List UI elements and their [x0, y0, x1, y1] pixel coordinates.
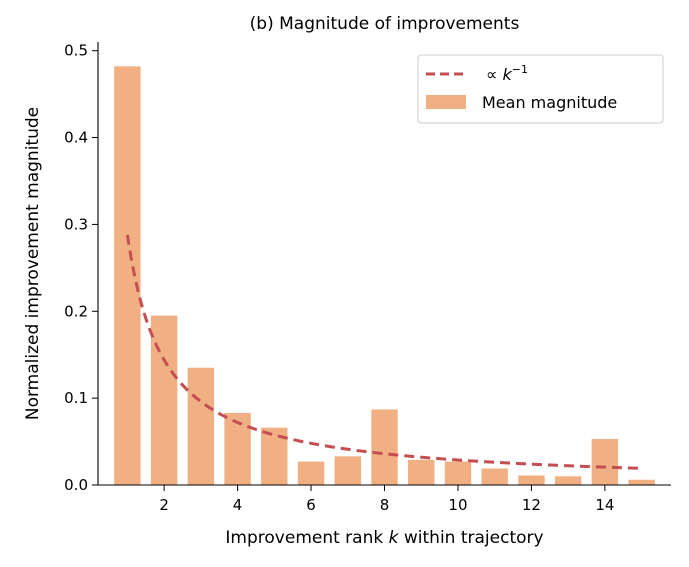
bar-k-1: [114, 66, 141, 486]
bar-k-6: [297, 461, 325, 485]
bar-k-12: [518, 475, 545, 485]
bar-k-9: [408, 459, 435, 485]
y-ticks: 0.0 0.1 0.2 0.3 0.4 0.5: [64, 42, 98, 494]
y-tick-label: 0.3: [64, 215, 88, 233]
y-tick-label: 0.0: [64, 476, 88, 494]
x-axis-label: Improvement rank k within trajectory: [225, 528, 543, 548]
legend-label-bars: Mean magnitude: [482, 93, 617, 112]
bar-k-3: [187, 367, 215, 485]
legend-label-curve-sup: −1: [512, 63, 528, 76]
legend-swatch-bars: [426, 95, 466, 109]
y-tick-label: 0.2: [64, 302, 88, 320]
legend: ∝ k−1 Mean magnitude: [417, 54, 664, 124]
fit-curve-line: [125, 234, 642, 470]
legend-label-curve-var: k: [503, 65, 513, 84]
y-tick-label: 0.1: [64, 389, 88, 407]
x-tick-label: 10: [448, 496, 467, 514]
bars: [114, 66, 655, 486]
bar-k-10: [444, 461, 472, 485]
y-axis-label: Normalized improvement magnitude: [23, 107, 43, 420]
x-tick-label: 12: [522, 496, 541, 514]
legend-label-curve-prefix: ∝: [486, 65, 503, 84]
bar-k-11: [481, 468, 508, 485]
curve-layer: [125, 234, 642, 470]
bar-k-14: [591, 438, 619, 485]
x-tick-label: 8: [380, 496, 390, 514]
bar-k-15: [628, 479, 655, 485]
x-tick-label: 14: [595, 496, 614, 514]
x-axis-label-before: Improvement rank: [225, 528, 388, 548]
x-tick-label: 6: [306, 496, 316, 514]
bar-k-7: [334, 456, 361, 485]
x-axis-label-after: within trajectory: [398, 528, 543, 548]
x-tick-label: 4: [233, 496, 243, 514]
legend-label-curve: ∝ k−1: [486, 63, 528, 84]
x-axis-label-var: k: [389, 528, 400, 548]
bar-k-13: [554, 476, 582, 485]
y-tick-label: 0.4: [64, 129, 88, 147]
x-ticks: 2 4 6 8 10 12 14: [159, 485, 614, 514]
y-tick-label: 0.5: [64, 42, 88, 60]
bar-k-2: [150, 315, 178, 485]
chart-title: (b) Magnitude of improvements: [250, 14, 520, 34]
bar-k-4: [224, 412, 251, 485]
x-tick-label: 2: [159, 496, 169, 514]
bar-k-8: [371, 409, 398, 485]
legend-box: [417, 54, 664, 124]
